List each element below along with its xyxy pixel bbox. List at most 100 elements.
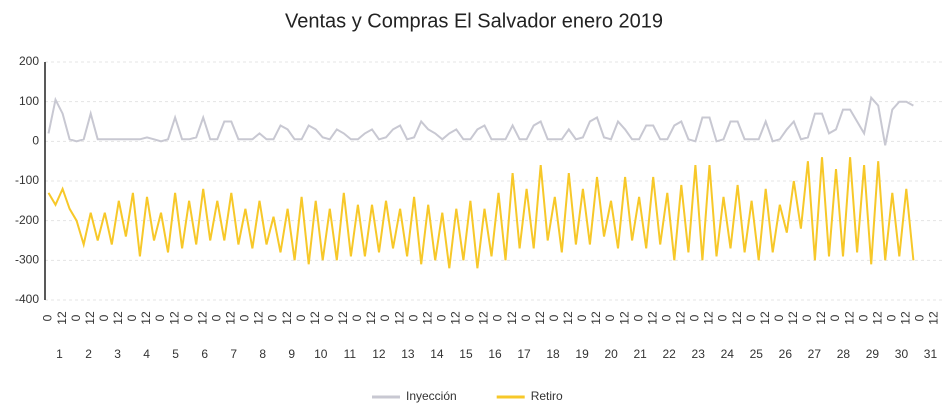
day-label: 12 [372, 347, 386, 361]
x-tick-label: 12 [814, 311, 828, 325]
x-tick-label: 12 [280, 311, 294, 325]
x-tick-label: 0 [519, 314, 533, 321]
day-label: 2 [85, 347, 92, 361]
day-label: 30 [895, 347, 909, 361]
day-label: 18 [546, 347, 560, 361]
day-label: 27 [808, 347, 822, 361]
day-label: 9 [288, 347, 295, 361]
x-tick-label: 0 [603, 314, 617, 321]
day-label: 24 [721, 347, 735, 361]
x-tick-label: 12 [927, 311, 941, 325]
x-tick-label: 12 [730, 311, 744, 325]
day-label: 25 [750, 347, 764, 361]
x-tick-label: 0 [294, 314, 308, 321]
day-label: 14 [430, 347, 444, 361]
x-tick-label: 0 [266, 314, 280, 321]
day-label: 31 [924, 347, 938, 361]
x-tick-label: 0 [153, 314, 167, 321]
x-tick-label: 12 [55, 311, 69, 325]
x-tick-label: 12 [674, 311, 688, 325]
x-tick-label: 12 [842, 311, 856, 325]
x-tick-label: 0 [125, 314, 139, 321]
x-tick-label: 12 [252, 311, 266, 325]
day-label: 26 [779, 347, 793, 361]
day-label: 20 [604, 347, 618, 361]
day-label: 10 [314, 347, 328, 361]
x-tick-label: 0 [463, 314, 477, 321]
x-tick-label: 0 [41, 314, 55, 321]
y-tick-label: 0 [32, 134, 39, 148]
day-label: 11 [344, 347, 357, 361]
day-label: 22 [663, 347, 677, 361]
x-tick-label: 12 [758, 311, 772, 325]
x-tick-label: 0 [884, 314, 898, 321]
x-tick-label: 12 [308, 311, 322, 325]
x-tick-label: 0 [69, 314, 83, 321]
x-tick-label: 12 [111, 311, 125, 325]
x-tick-label: 12 [561, 311, 575, 325]
x-tick-label: 12 [420, 311, 434, 325]
x-tick-label: 12 [899, 311, 913, 325]
x-tick-label: 12 [870, 311, 884, 325]
day-label: 8 [259, 347, 266, 361]
x-tick-label: 12 [364, 311, 378, 325]
y-tick-label: -100 [15, 173, 39, 187]
x-tick-label: 0 [322, 314, 336, 321]
x-tick-label: 0 [772, 314, 786, 321]
x-tick-label: 0 [828, 314, 842, 321]
x-tick-label: 0 [547, 314, 561, 321]
legend-label: Inyección [406, 389, 457, 403]
x-tick-label: 12 [392, 311, 406, 325]
x-tick-label: 12 [505, 311, 519, 325]
x-tick-label: 0 [209, 314, 223, 321]
x-tick-label: 12 [449, 311, 463, 325]
x-tick-label: 12 [336, 311, 350, 325]
x-tick-label: 0 [631, 314, 645, 321]
x-tick-label: 0 [434, 314, 448, 321]
x-tick-label: 0 [406, 314, 420, 321]
day-label: 15 [459, 347, 473, 361]
y-tick-label: -400 [15, 292, 39, 306]
x-tick-label: 0 [913, 314, 927, 321]
series-line [47, 157, 915, 269]
legend-label: Retiro [531, 389, 563, 403]
x-tick-label: 0 [716, 314, 730, 321]
x-tick-label: 0 [181, 314, 195, 321]
x-tick-label: 12 [195, 311, 209, 325]
y-tick-label: 100 [19, 94, 39, 108]
x-tick-label: 0 [350, 314, 364, 321]
x-tick-label: 12 [167, 311, 181, 325]
x-tick-label: 12 [477, 311, 491, 325]
day-label: 19 [575, 347, 589, 361]
day-label: 1 [56, 347, 63, 361]
y-tick-label: -300 [15, 253, 39, 267]
day-label: 23 [692, 347, 706, 361]
day-label: 28 [837, 347, 851, 361]
day-label: 7 [230, 347, 237, 361]
x-tick-label: 12 [702, 311, 716, 325]
x-tick-label: 12 [786, 311, 800, 325]
day-label: 4 [143, 347, 150, 361]
x-tick-label: 0 [688, 314, 702, 321]
x-tick-label: 12 [533, 311, 547, 325]
day-label: 13 [401, 347, 415, 361]
y-tick-label: 200 [19, 54, 39, 68]
x-tick-label: 12 [617, 311, 631, 325]
day-label: 17 [517, 347, 531, 361]
x-tick-label: 12 [589, 311, 603, 325]
day-label: 21 [633, 347, 647, 361]
x-tick-label: 0 [97, 314, 111, 321]
y-tick-label: -200 [15, 213, 39, 227]
x-tick-label: 12 [645, 311, 659, 325]
x-tick-label: 0 [238, 314, 252, 321]
x-tick-label: 0 [744, 314, 758, 321]
x-tick-label: 0 [659, 314, 673, 321]
day-label: 16 [488, 347, 502, 361]
x-tick-label: 0 [575, 314, 589, 321]
x-tick-label: 0 [800, 314, 814, 321]
day-label: 29 [866, 347, 880, 361]
x-tick-label: 0 [491, 314, 505, 321]
day-label: 6 [201, 347, 208, 361]
x-tick-label: 12 [139, 311, 153, 325]
